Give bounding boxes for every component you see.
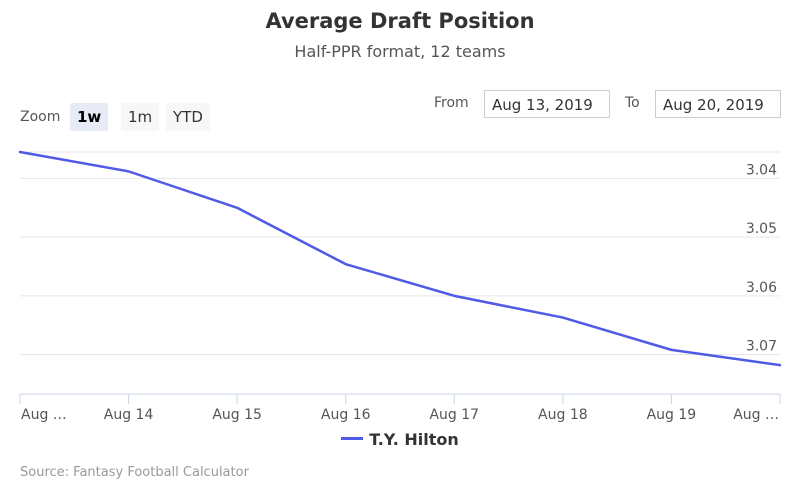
chart-subtitle: Half-PPR format, 12 teams — [294, 42, 506, 61]
credits-text: Source: Fantasy Football Calculator — [20, 465, 249, 480]
zoom-1w-button[interactable]: 1w — [70, 103, 109, 131]
x-axis-ticks: Aug … Aug 14 Aug 15 Aug 16 Aug 17 Aug 18 Aug 1… — [19, 394, 781, 423]
range-from-input[interactable]: Aug 13, 2019 — [484, 90, 610, 118]
y-tick-label: 3.05 — [746, 221, 777, 237]
series-line[interactable] — [18, 150, 782, 367]
x-tick-label: Aug 16 — [321, 407, 371, 423]
x-tick-label: Aug 14 — [104, 407, 154, 423]
x-tick-label: Aug 15 — [212, 407, 262, 423]
y-axis-labels: 3.04 3.05 3.06 3.07 — [746, 162, 777, 354]
y-tick-label: 3.04 — [746, 162, 777, 178]
zoom-label: Zoom — [20, 109, 61, 125]
chart-title: Average Draft Position — [265, 9, 535, 33]
range-to-input[interactable]: Aug 20, 2019 — [655, 90, 781, 118]
x-tick-label: Aug 17 — [429, 407, 479, 423]
zoom-ytd-button[interactable]: YTD — [166, 103, 210, 131]
range-from-label: From — [434, 95, 469, 111]
y-tick-label: 3.07 — [746, 339, 777, 355]
range-to-label: To — [625, 95, 640, 111]
x-tick-label: Aug 19 — [647, 407, 697, 423]
y-tick-label: 3.06 — [746, 280, 777, 296]
series-group — [18, 150, 782, 367]
grid-lines — [20, 151, 780, 356]
legend-swatch — [341, 437, 364, 440]
legend-item-ty-hilton[interactable]: T.Y. Hilton — [0, 430, 800, 449]
x-tick-label: Aug … — [733, 407, 779, 423]
x-tick-label: Aug … — [21, 407, 67, 423]
legend-label: T.Y. Hilton — [369, 430, 459, 449]
zoom-1m-button[interactable]: 1m — [121, 103, 160, 131]
x-tick-label: Aug 18 — [538, 407, 588, 423]
